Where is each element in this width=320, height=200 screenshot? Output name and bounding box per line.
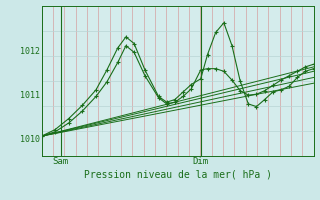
X-axis label: Pression niveau de la mer( hPa ): Pression niveau de la mer( hPa ) [84,169,272,179]
